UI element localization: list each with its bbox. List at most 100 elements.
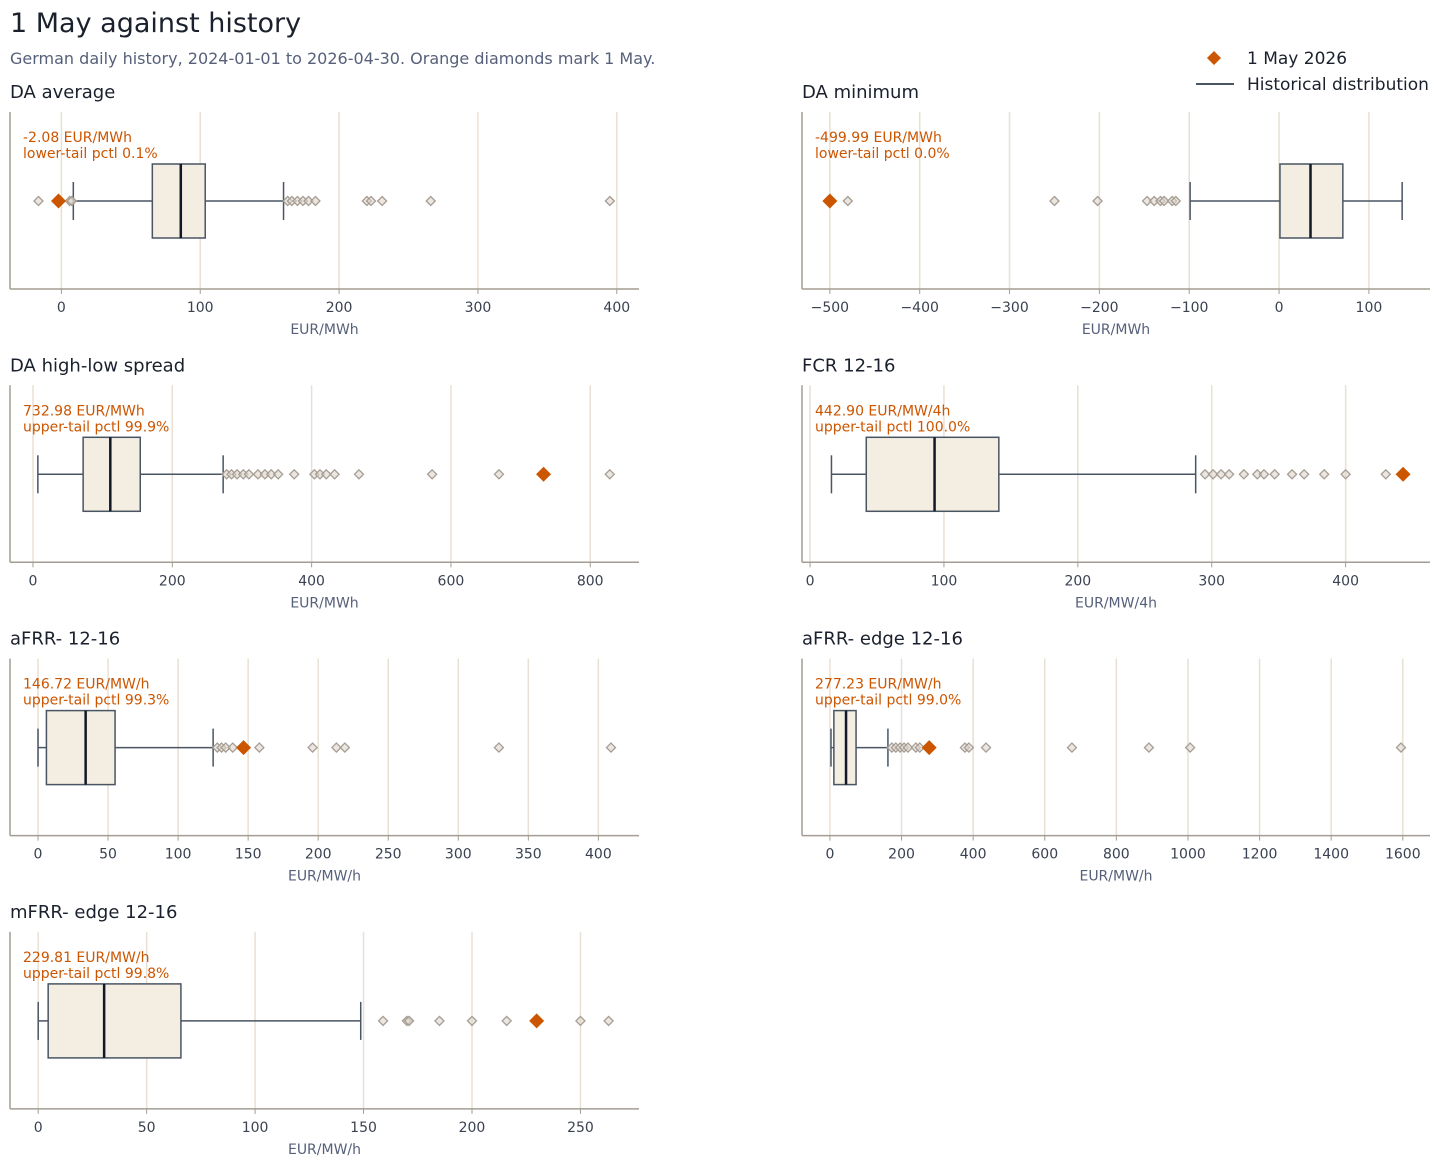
annotation-value: -499.99 EUR/MWh — [815, 130, 942, 146]
x-axis-label: EUR/MWh — [290, 595, 358, 611]
tick-label: 100 — [1356, 300, 1383, 316]
tick-label: 600 — [1031, 847, 1058, 863]
outlier-point — [1143, 742, 1155, 754]
tick-label: −200 — [1080, 300, 1118, 316]
figure-title: 1 May against history — [10, 8, 301, 39]
tick-label: 1000 — [1170, 847, 1206, 863]
tick-label: 800 — [577, 573, 604, 589]
tick-label: 1200 — [1242, 847, 1278, 863]
tick-label: 250 — [375, 847, 402, 863]
outlier-point — [1184, 742, 1196, 754]
outlier-point — [1223, 468, 1235, 480]
outlier-point — [66, 195, 78, 207]
outlier-point — [330, 742, 342, 754]
tick-label: 50 — [99, 847, 117, 863]
tick-label: 400 — [298, 573, 325, 589]
tick-label: 400 — [1332, 573, 1359, 589]
outlier-point — [902, 742, 914, 754]
outlier-point — [376, 195, 388, 207]
tick-label: 0 — [34, 1120, 43, 1136]
annotation-value: 229.81 EUR/MW/h — [23, 950, 150, 966]
outlier-point — [272, 468, 284, 480]
x-axis-label: EUR/MW/h — [288, 869, 361, 885]
outlier-point — [1092, 195, 1103, 207]
panel-7: mFRR- edge 12-16 0 50 100 150 200 250 EUR/MW/h 2… — [9, 902, 639, 1158]
x-axis-label: EUR/MW/4h — [1075, 595, 1157, 611]
outlier-point — [253, 742, 265, 754]
panel-title: FCR 12-16 — [802, 355, 895, 376]
iqr-box — [865, 436, 1000, 513]
tick-label: 400 — [603, 300, 630, 316]
outlier-point — [493, 742, 505, 754]
outlier-point — [33, 195, 44, 207]
outlier-point — [1340, 468, 1352, 480]
annotation-value: 277.23 EUR/MW/h — [815, 677, 942, 693]
annotation-percentile: lower-tail pctl 0.0% — [815, 146, 950, 162]
outlier-point — [1141, 195, 1153, 207]
legend-highlight-diamond-icon — [1207, 51, 1221, 65]
x-axis-label: EUR/MWh — [1082, 322, 1150, 338]
tick-label: 0 — [806, 573, 815, 589]
tick-label: 600 — [438, 573, 465, 589]
outlier-point — [605, 742, 617, 754]
tick-label: 350 — [515, 847, 542, 863]
annotation-percentile: upper-tail pctl 99.3% — [23, 693, 169, 709]
outlier-point — [353, 468, 365, 480]
annotation-value: 146.72 EUR/MW/h — [23, 677, 150, 693]
outlier-point — [377, 1015, 389, 1027]
tick-label: 150 — [235, 847, 262, 863]
tick-label: −400 — [900, 300, 938, 316]
outlier-point — [403, 1015, 415, 1027]
iqr-box — [151, 163, 206, 239]
outlier-point — [501, 1015, 513, 1027]
tick-label: −300 — [990, 300, 1028, 316]
panel-title: DA average — [10, 82, 115, 103]
outlier-point — [1215, 468, 1227, 480]
tick-label: 0 — [825, 847, 834, 863]
outlier-point — [1066, 742, 1078, 754]
panel-6: aFRR- edge 12-16 0 200 400 600 800 1000 1200 140… — [801, 629, 1430, 885]
outlier-point — [1199, 468, 1211, 480]
tick-label: 300 — [1198, 573, 1225, 589]
outlier-point — [365, 195, 377, 207]
tick-label: 50 — [138, 1120, 156, 1136]
iqr-box — [47, 983, 182, 1059]
outlier-point — [339, 742, 351, 754]
highlight-point — [1395, 466, 1411, 482]
panel-title: aFRR- edge 12-16 — [802, 629, 963, 650]
panel-title: DA high-low spread — [10, 355, 185, 376]
tick-label: 250 — [567, 1120, 594, 1136]
tick-label: 100 — [931, 573, 958, 589]
tick-label: 800 — [1103, 847, 1130, 863]
outlier-point — [1395, 742, 1407, 754]
tick-label: 1600 — [1385, 847, 1421, 863]
outlier-point — [980, 742, 992, 754]
tick-label: 0 — [1275, 300, 1284, 316]
legend: 1 May 2026 Historical distribution — [1196, 49, 1429, 95]
legend-distribution-label: Historical distribution — [1247, 75, 1429, 95]
x-axis-label: EUR/MWh — [290, 322, 358, 338]
tick-label: 400 — [585, 847, 612, 863]
tick-label: −100 — [1170, 300, 1208, 316]
tick-label: 200 — [459, 1120, 486, 1136]
annotation-percentile: upper-tail pctl 100.0% — [815, 419, 970, 435]
highlight-point — [921, 740, 937, 756]
highlight-point — [236, 740, 252, 756]
annotation-percentile: upper-tail pctl 99.8% — [23, 966, 169, 982]
outlier-point — [1286, 468, 1298, 480]
outlier-point — [1170, 195, 1182, 207]
annotation-percentile: upper-tail pctl 99.0% — [815, 693, 961, 709]
outlier-point — [604, 468, 616, 480]
tick-label: 100 — [165, 847, 192, 863]
outlier-point — [1158, 195, 1170, 207]
outlier-point — [575, 1015, 586, 1027]
panel-2: DA minimum −500 −400 −300 −200 −100 0 100 EUR/MW… — [801, 82, 1430, 338]
tick-label: 300 — [465, 300, 492, 316]
outlier-point — [963, 742, 975, 754]
iqr-box — [82, 436, 142, 513]
outlier-point — [604, 195, 616, 207]
tick-label: 1400 — [1313, 847, 1349, 863]
outlier-point — [425, 195, 437, 207]
tick-label: 150 — [350, 1120, 377, 1136]
outlier-point — [227, 742, 239, 754]
